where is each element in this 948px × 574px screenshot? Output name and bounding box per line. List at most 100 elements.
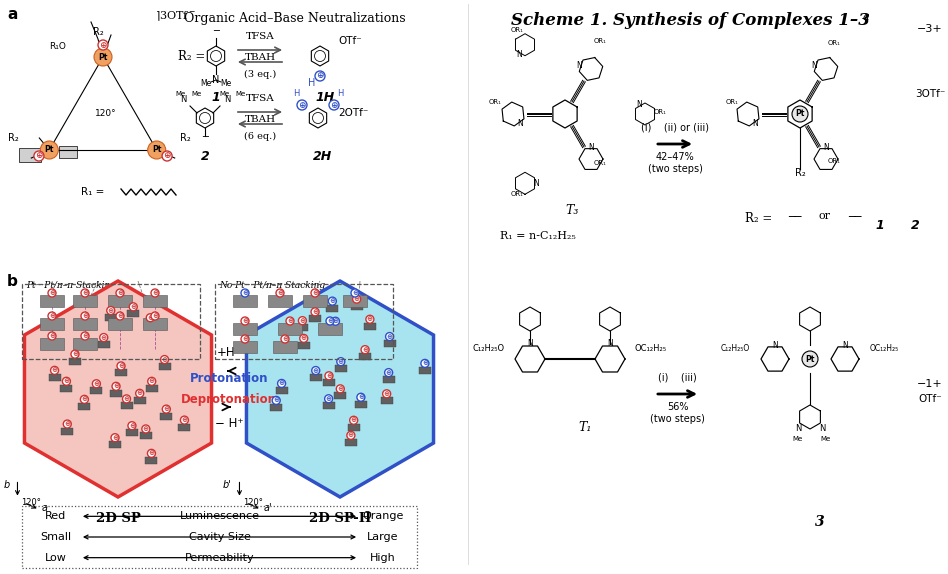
Bar: [158, 363, 171, 370]
Circle shape: [802, 351, 818, 367]
Text: OR₁: OR₁: [511, 27, 524, 33]
Text: ⊕: ⊕: [242, 336, 248, 342]
Bar: [73, 295, 97, 307]
Text: ⊕: ⊕: [143, 426, 149, 432]
Circle shape: [116, 289, 124, 297]
Text: ⊕: ⊕: [130, 304, 137, 310]
Text: ⊕: ⊕: [152, 313, 158, 319]
Bar: [297, 324, 308, 331]
Text: High: High: [370, 553, 396, 563]
Bar: [359, 353, 371, 360]
Circle shape: [112, 382, 120, 390]
Text: T₃: T₃: [566, 204, 579, 217]
Text: ⊕: ⊕: [351, 417, 356, 423]
Bar: [146, 385, 157, 392]
Circle shape: [50, 366, 59, 374]
Text: N: N: [527, 339, 533, 348]
Text: N: N: [637, 100, 643, 109]
Text: Scheme 1. Synthesis of Complexes 1–3: Scheme 1. Synthesis of Complexes 1–3: [511, 12, 869, 29]
Bar: [127, 311, 139, 317]
Text: ⊕: ⊕: [64, 421, 70, 427]
Text: ⊕: ⊕: [149, 378, 155, 385]
Circle shape: [328, 297, 337, 305]
Text: ⊕: ⊕: [386, 370, 392, 375]
Text: N: N: [180, 95, 186, 104]
Text: Organic Acid–Base Neutralizations: Organic Acid–Base Neutralizations: [184, 12, 406, 25]
Circle shape: [94, 48, 112, 66]
Text: −3+: −3+: [917, 24, 943, 34]
Text: N: N: [794, 424, 801, 433]
Text: ⊕: ⊕: [49, 290, 55, 296]
Text: $\rceil$3OTf$^-$: $\rceil$3OTf$^-$: [155, 9, 196, 23]
Circle shape: [148, 141, 166, 159]
Circle shape: [146, 314, 155, 322]
Circle shape: [386, 332, 393, 340]
Circle shape: [278, 379, 285, 387]
Text: Orange: Orange: [362, 511, 404, 521]
Circle shape: [385, 369, 392, 377]
Text: 2: 2: [911, 219, 920, 232]
Text: (3 eq.): (3 eq.): [244, 70, 276, 79]
Text: ⊕: ⊕: [82, 333, 88, 339]
Text: (i)    (ii) or (iii): (i) (ii) or (iii): [641, 122, 709, 132]
Text: ⊕: ⊕: [325, 395, 332, 402]
Circle shape: [41, 141, 59, 159]
Text: ──: ──: [848, 211, 862, 221]
Circle shape: [286, 317, 294, 325]
Text: ⊕: ⊕: [327, 318, 333, 324]
Text: 120°: 120°: [95, 110, 117, 118]
Bar: [326, 305, 338, 312]
Text: C₁₂H₂₅O: C₁₂H₂₅O: [473, 344, 505, 353]
Text: Protonation: Protonation: [190, 373, 268, 386]
Text: ⊕: ⊕: [82, 313, 88, 319]
Text: ⊕: ⊕: [82, 290, 88, 296]
Circle shape: [117, 362, 125, 370]
Circle shape: [421, 359, 428, 367]
Text: ⊕: ⊕: [330, 100, 337, 110]
Circle shape: [311, 289, 319, 297]
Text: ⊕: ⊕: [112, 435, 118, 441]
Circle shape: [81, 395, 88, 404]
Text: TBAH: TBAH: [245, 53, 276, 63]
Circle shape: [107, 307, 115, 315]
Text: 3: 3: [815, 515, 825, 529]
Bar: [323, 379, 335, 386]
Bar: [318, 323, 342, 335]
Text: N: N: [752, 119, 758, 128]
Text: 120°: 120°: [244, 498, 264, 506]
Text: R₂: R₂: [93, 27, 103, 37]
Text: R₂ =: R₂ =: [745, 212, 773, 226]
Text: 1: 1: [876, 219, 884, 232]
Circle shape: [241, 317, 249, 325]
Circle shape: [100, 333, 108, 342]
Text: ⊕: ⊕: [137, 390, 143, 396]
Text: 1: 1: [211, 91, 220, 104]
Circle shape: [81, 312, 89, 320]
Text: Pt: Pt: [805, 355, 814, 363]
Bar: [381, 397, 392, 404]
Bar: [69, 358, 81, 364]
Text: ⊕: ⊕: [337, 359, 344, 364]
Circle shape: [148, 449, 155, 457]
Circle shape: [356, 393, 365, 401]
Circle shape: [48, 332, 56, 340]
Text: TBAH: TBAH: [245, 115, 276, 125]
Text: R₂: R₂: [794, 168, 806, 178]
Bar: [126, 429, 138, 436]
Text: R₂: R₂: [179, 133, 191, 143]
Polygon shape: [246, 281, 433, 497]
Bar: [335, 393, 346, 400]
Bar: [233, 323, 257, 335]
Circle shape: [792, 106, 808, 122]
Text: T₁: T₁: [578, 421, 592, 434]
Bar: [276, 387, 287, 394]
Circle shape: [98, 40, 108, 50]
Circle shape: [347, 431, 355, 439]
Text: ⊕: ⊕: [161, 356, 168, 363]
Text: ⊕: ⊕: [163, 152, 171, 161]
Circle shape: [311, 308, 319, 316]
Circle shape: [300, 335, 308, 342]
Circle shape: [63, 377, 70, 385]
Text: (6 eq.): (6 eq.): [244, 132, 276, 141]
Bar: [160, 413, 173, 420]
